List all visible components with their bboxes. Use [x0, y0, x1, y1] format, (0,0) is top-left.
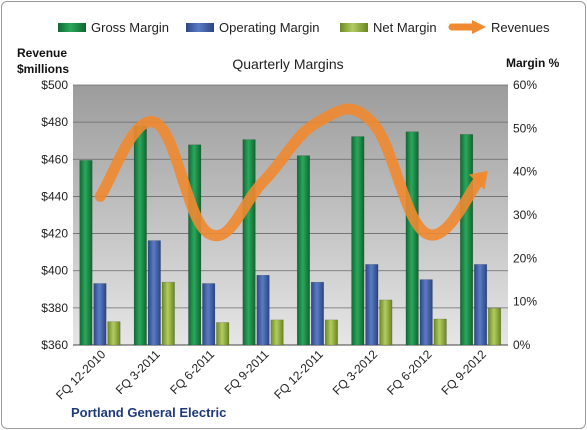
net-margin-bar: [216, 322, 230, 346]
category-labels: FQ 12-2010 FQ 3-2011 FQ 6-2011 FQ 9-2011 FQ …: [53, 347, 489, 402]
category-label: FQ 9-2011: [222, 347, 272, 397]
operating-margin-bar: [365, 264, 379, 346]
gross-margin-bar: [405, 131, 419, 346]
net-margin-bar: [433, 318, 447, 346]
operating-margin-bar: [147, 240, 161, 346]
right-tick-label: 30%: [513, 208, 537, 222]
right-axis-title: Margin %: [506, 56, 560, 70]
revenue-arrowhead: [468, 170, 488, 190]
revenue-curve: [94, 103, 487, 242]
category-label: FQ 12-2011: [271, 347, 326, 402]
chart-title: Quarterly Margins: [232, 56, 343, 72]
gross-margin-bar: [296, 155, 310, 346]
net-margin-bar: [270, 319, 284, 346]
source-label: Portland General Electric: [71, 405, 226, 420]
legend-item-revenues: Revenues: [448, 20, 550, 35]
operating-margin-bar: [93, 283, 107, 346]
right-tick-label: 50%: [513, 121, 537, 135]
right-tick-label: 10%: [513, 295, 537, 309]
gross-margin-bar: [188, 144, 202, 346]
net-margin-bar: [161, 281, 175, 346]
gross-margin-bar: [79, 160, 93, 346]
legend-label-net-margin: Net Margin: [373, 20, 437, 35]
right-tick-label: 40%: [513, 165, 537, 179]
category-label: FQ 3-2012: [330, 347, 381, 398]
net-margin-bar: [379, 299, 393, 346]
category-label: FQ 6-2011: [167, 347, 217, 397]
operating-margin-bar: [202, 283, 216, 346]
left-axis-ticks: $360 $380 $400 $420 $440 $460 $480 $500: [41, 78, 68, 352]
right-tick-label: 0%: [513, 338, 531, 352]
operating-margin-bar: [256, 274, 270, 346]
legend-item-operating-margin: Operating Margin: [186, 20, 319, 35]
legend: Gross Margin Operating Margin Net Margin…: [58, 20, 550, 35]
legend-swatch-net-margin: [340, 23, 368, 32]
left-axis-title-line1: Revenue: [17, 46, 67, 60]
left-tick-label: $440: [41, 189, 68, 203]
legend-swatch-gross-margin: [58, 23, 86, 32]
operating-margin-bar: [419, 279, 433, 346]
left-tick-label: $460: [41, 152, 68, 166]
legend-label-operating-margin: Operating Margin: [219, 20, 319, 35]
gross-margin-bar: [460, 134, 474, 346]
net-margin-bar: [107, 321, 121, 346]
left-tick-label: $360: [41, 338, 68, 352]
left-axis-title-line2: $millions: [17, 62, 69, 76]
left-tick-label: $400: [41, 264, 68, 278]
right-axis-ticks: 0% 10% 20% 30% 40% 50% 60%: [513, 78, 537, 352]
operating-margin-bar: [310, 281, 324, 346]
legend-label-revenues: Revenues: [491, 20, 550, 35]
net-margin-bar: [488, 307, 502, 346]
left-tick-label: $420: [41, 227, 68, 241]
category-label: FQ 9-2012: [438, 347, 489, 398]
category-label: FQ 6-2012: [384, 347, 435, 398]
left-tick-label: $500: [41, 78, 68, 92]
right-tick-label: 20%: [513, 251, 537, 265]
category-label: FQ 3-2011: [113, 347, 163, 397]
gross-margin-bar: [133, 125, 147, 346]
legend-arrowhead-revenues: [472, 20, 486, 34]
category-label: FQ 12-2010: [53, 347, 108, 402]
net-margin-bar: [324, 319, 338, 346]
gross-margin-bar: [242, 139, 256, 346]
left-tick-label: $480: [41, 115, 68, 129]
legend-item-net-margin: Net Margin: [340, 20, 437, 35]
operating-margin-bar: [474, 264, 488, 346]
left-tick-label: $380: [41, 301, 68, 315]
legend-item-gross-margin: Gross Margin: [58, 20, 169, 35]
legend-swatch-operating-margin: [186, 23, 214, 32]
revenue-line: [94, 103, 488, 242]
legend-label-gross-margin: Gross Margin: [91, 20, 169, 35]
gross-margin-bar: [351, 136, 365, 346]
right-tick-label: 60%: [513, 78, 537, 92]
